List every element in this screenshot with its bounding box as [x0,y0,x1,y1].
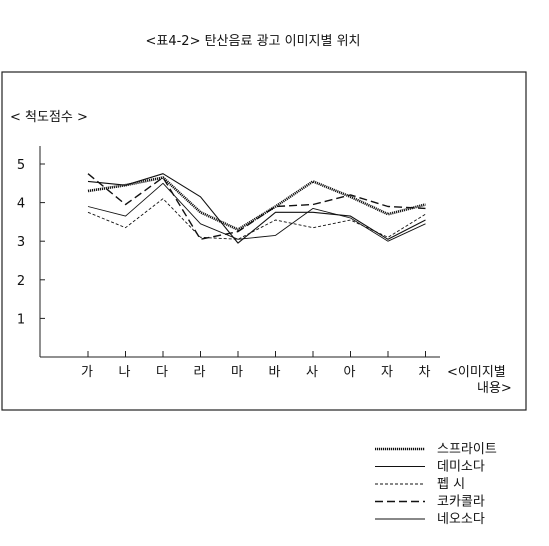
y-tick-label: 4 [17,197,25,212]
y-tick-label: 2 [17,274,25,289]
series-lines [87,173,426,244]
x-tick-label: 가 [81,365,93,380]
chart-frame [1,71,527,411]
y-axis-title: < 척도점수 > [10,110,88,125]
x-tick-label: 차 [419,365,431,380]
y-tick-label: 5 [17,158,25,173]
y-tick-label: 1 [17,312,25,327]
chart-title: <표4-2> 탄산음료 광고 이미지별 위치 [145,34,360,49]
legend-label-5: 네오소다 [437,512,485,527]
legend-label-4: 코카콜라 [437,495,485,510]
legend-label-3: 펩 시 [437,477,465,492]
x-tick-label: 아 [344,365,356,380]
x-tick-label: 사 [306,365,318,380]
series-line-2 [87,173,426,244]
x-axis-title-line2: 내용> [477,381,512,396]
legend-label-2: 데미소다 [437,460,485,475]
x-tick-label: 자 [381,365,393,380]
x-tick-label: 마 [231,365,243,380]
x-tick-label: 나 [119,365,131,380]
y-ticks: 1 2 3 4 5 [17,158,45,327]
series-line-1 [87,176,426,231]
x-axis-title-line1: <이미지별 [447,365,506,380]
x-tick-label: 다 [156,365,168,380]
x-tick-label: 바 [269,365,281,380]
x-tick-label: 라 [194,365,206,380]
series-line-3 [87,198,426,240]
legend-label-1: 스프라이트 [437,442,497,457]
y-tick-label: 3 [17,235,25,250]
series-line-5 [87,182,426,242]
